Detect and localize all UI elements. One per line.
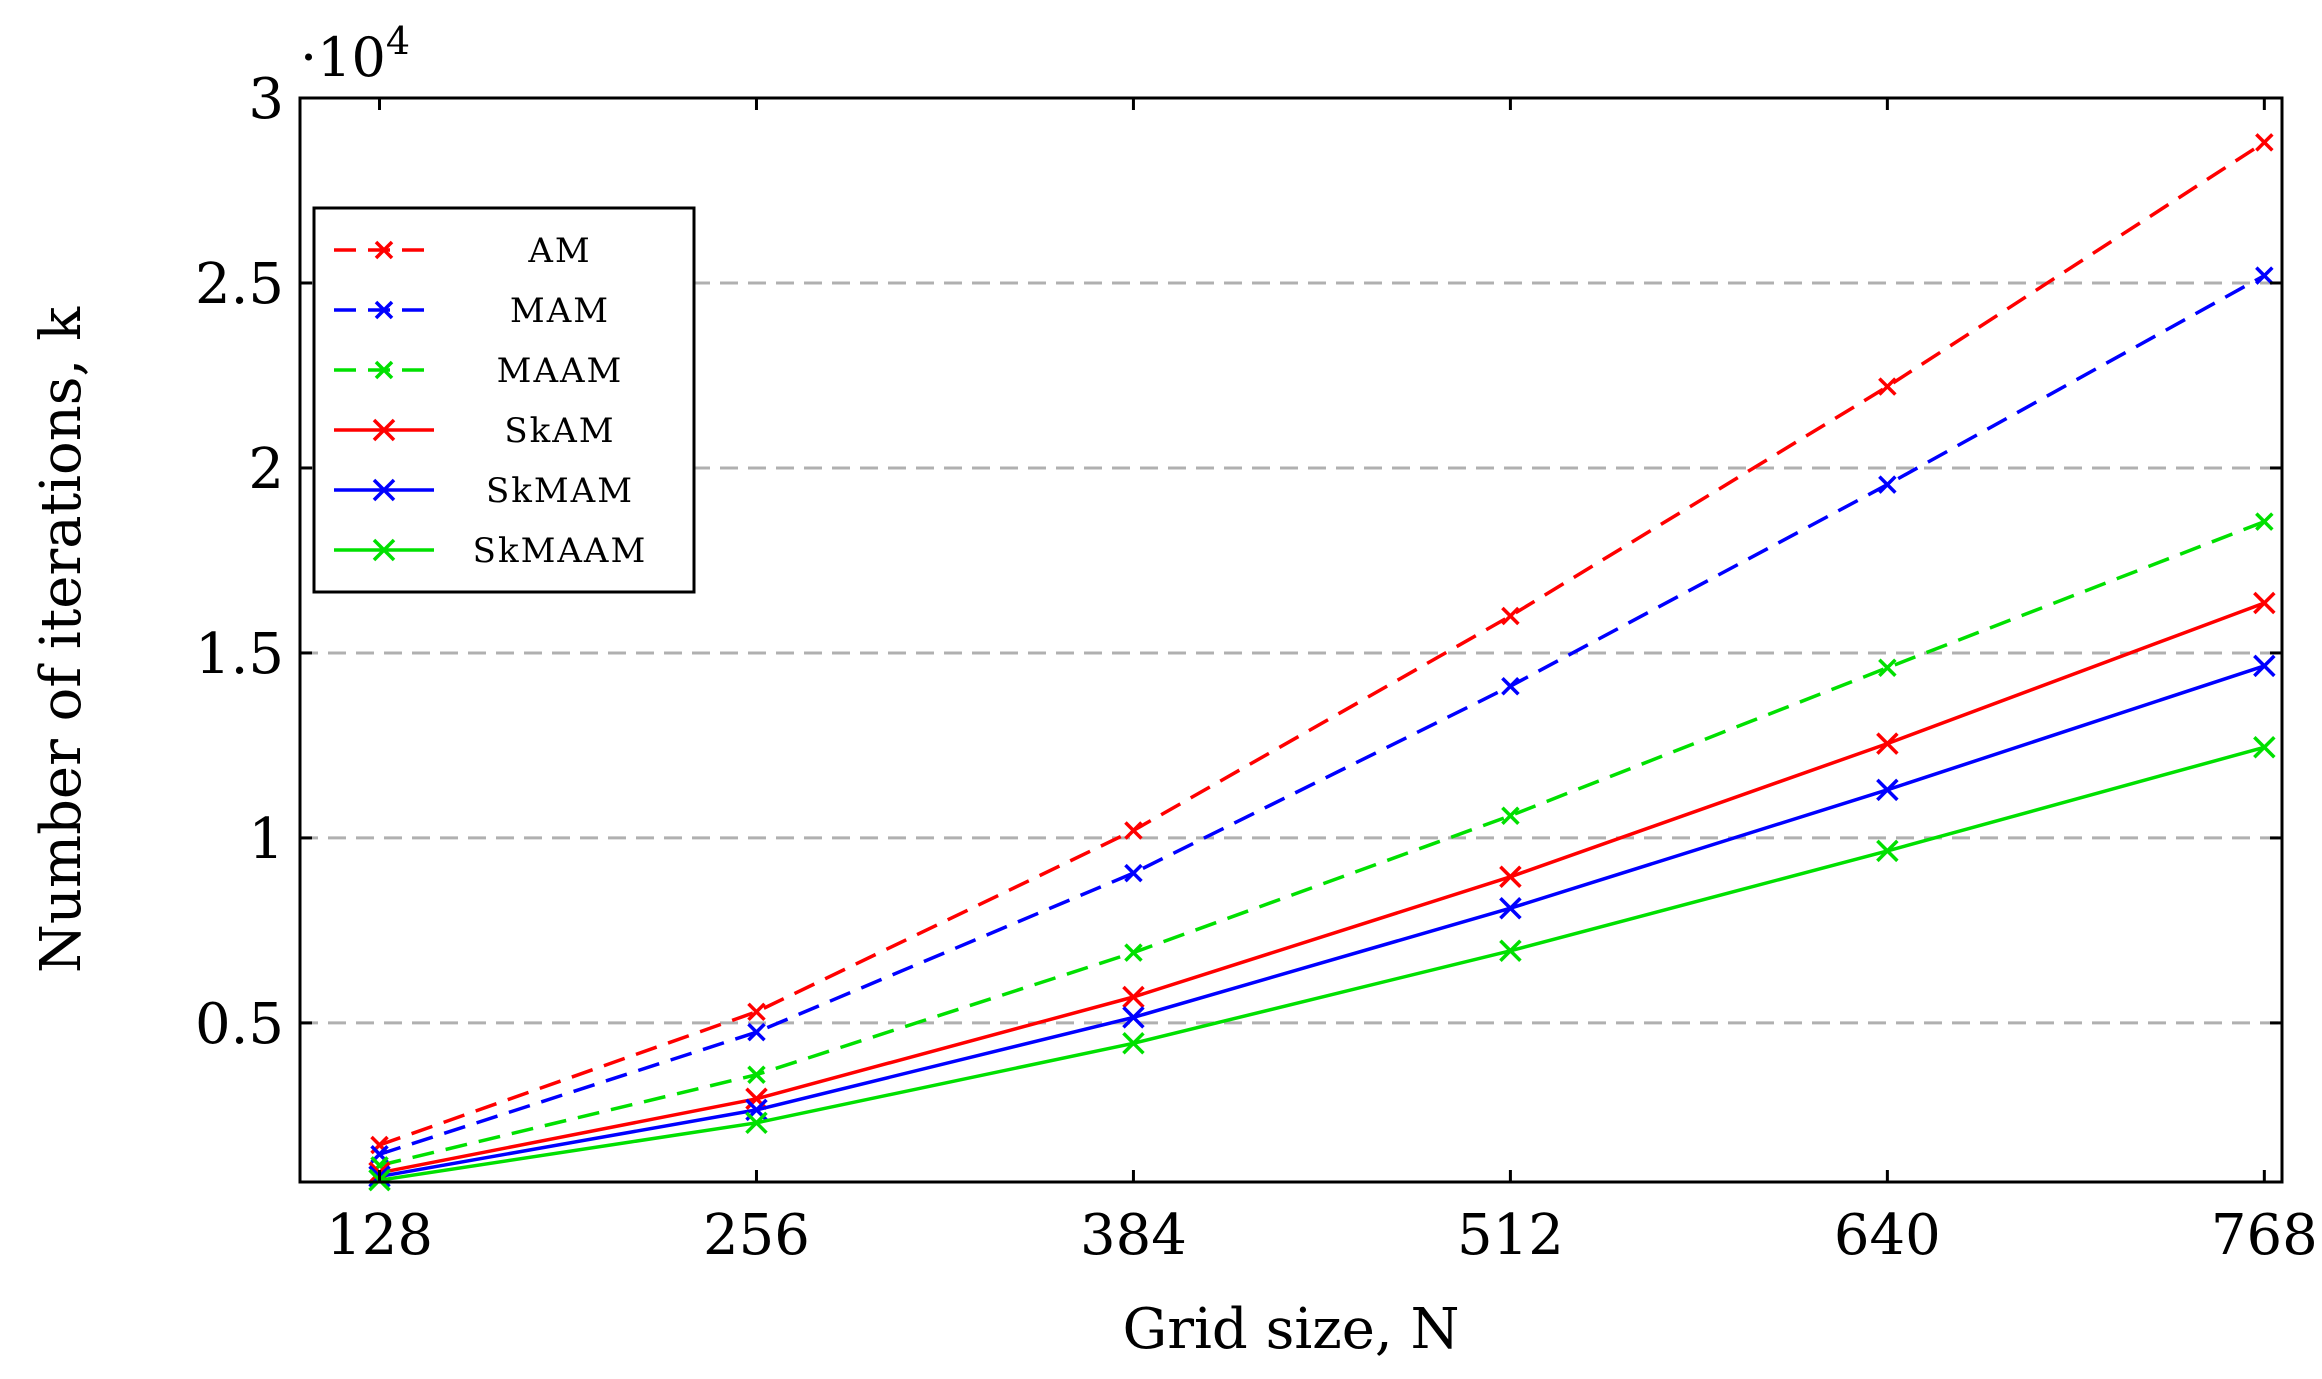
legend-marker xyxy=(374,240,394,260)
data-point-skam xyxy=(1499,865,1522,889)
y-tick-label: 2.5 xyxy=(195,252,284,317)
data-point-am xyxy=(1124,821,1143,840)
series-skam xyxy=(368,591,2276,1184)
series-am xyxy=(370,133,2274,1155)
legend-entry-skmam: SkMAM xyxy=(334,471,634,511)
y-tick-label: 2 xyxy=(248,437,284,502)
data-point-maam xyxy=(1878,658,1897,677)
data-point-skam xyxy=(2253,591,2276,615)
data-point-maam xyxy=(1124,943,1143,962)
x-tick-label: 256 xyxy=(703,1203,810,1268)
series-layer xyxy=(368,133,2276,1192)
data-point-mam xyxy=(747,1022,766,1042)
data-point-maam xyxy=(747,1065,766,1084)
data-point-skmam xyxy=(1876,778,1899,802)
data-point-skmam xyxy=(1122,1006,1145,1029)
grid-lines xyxy=(300,281,2282,1025)
legend-marker xyxy=(374,360,394,380)
data-point-mam xyxy=(2255,266,2274,285)
y-tick-label: 0.5 xyxy=(195,992,284,1057)
data-point-skmam xyxy=(2253,654,2276,678)
x-tick-label: 640 xyxy=(1834,1203,1941,1268)
data-point-skmaam xyxy=(2253,736,2276,759)
series-line-am xyxy=(378,140,2266,1147)
legend-label: SkMAM xyxy=(486,471,634,511)
x-axis-label: Grid size, N xyxy=(1123,1297,1460,1362)
data-point-skmaam xyxy=(1122,1032,1145,1055)
legend-box xyxy=(312,206,696,594)
plot-frame xyxy=(298,96,2284,1184)
y-tick-labels: 0.5 1 1.5 2 2.5 3 xyxy=(195,67,284,1057)
legend-marker xyxy=(372,478,396,502)
series-line-skmaam xyxy=(379,745,2265,1182)
data-point-mam xyxy=(1501,677,1520,696)
series-line-skam xyxy=(379,601,2265,1175)
legend-label: MAAM xyxy=(497,351,624,391)
data-point-maam xyxy=(2255,512,2274,531)
data-point-skmaam xyxy=(1876,839,1899,863)
y-tick-label: 3 xyxy=(248,67,284,132)
legend: AM MAM MAAM SkAM SkMAM SkMAAM xyxy=(312,206,696,594)
legend-entry-mam: MAM xyxy=(334,291,610,331)
x-tick-labels: 128 256 384 512 640 768 xyxy=(326,1203,2318,1268)
data-point-am xyxy=(747,1002,766,1022)
data-point-maam xyxy=(1501,806,1520,825)
x-tick-label: 768 xyxy=(2211,1203,2318,1268)
y-tick-label: 1 xyxy=(248,807,284,872)
legend-marker xyxy=(372,418,396,442)
ticks xyxy=(300,96,2282,1182)
y-tick-label: 1.5 xyxy=(195,622,284,687)
series-line-skmam xyxy=(379,664,2265,1179)
legend-marker xyxy=(372,538,396,562)
data-point-skam xyxy=(1876,732,1899,755)
legend-label: SkMAAM xyxy=(473,531,648,571)
legend-label: SkAM xyxy=(504,411,615,451)
y-multiplier-label: ·104 xyxy=(300,19,410,89)
data-point-am xyxy=(1878,377,1897,396)
data-point-skmaam xyxy=(745,1111,768,1135)
data-point-skmam xyxy=(1499,896,1522,920)
legend-label: AM xyxy=(527,231,591,271)
legend-label: MAM xyxy=(510,291,610,331)
legend-entry-maam: MAAM xyxy=(334,351,624,391)
data-point-am xyxy=(2255,133,2274,152)
legend-entry-skam: SkAM xyxy=(334,411,615,451)
x-tick-label: 512 xyxy=(1457,1203,1564,1268)
data-point-skam xyxy=(1122,985,1145,1009)
series-skmaam xyxy=(368,736,2276,1192)
series-mam xyxy=(370,266,2274,1164)
x-tick-label: 384 xyxy=(1080,1203,1187,1268)
data-point-skmaam xyxy=(1499,939,1522,963)
y-axis-label: Number of iterations, k xyxy=(29,306,94,973)
data-point-mam xyxy=(1124,863,1143,883)
data-point-am xyxy=(1501,606,1520,626)
series-skmam xyxy=(368,654,2276,1188)
data-point-mam xyxy=(1878,475,1897,494)
legend-marker xyxy=(374,300,394,320)
x-tick-label: 128 xyxy=(326,1203,433,1268)
legend-entry-skmaam: SkMAAM xyxy=(334,531,648,571)
legend-entry-am: AM xyxy=(334,231,591,271)
series-maam xyxy=(370,512,2274,1175)
series-line-maam xyxy=(379,519,2265,1168)
